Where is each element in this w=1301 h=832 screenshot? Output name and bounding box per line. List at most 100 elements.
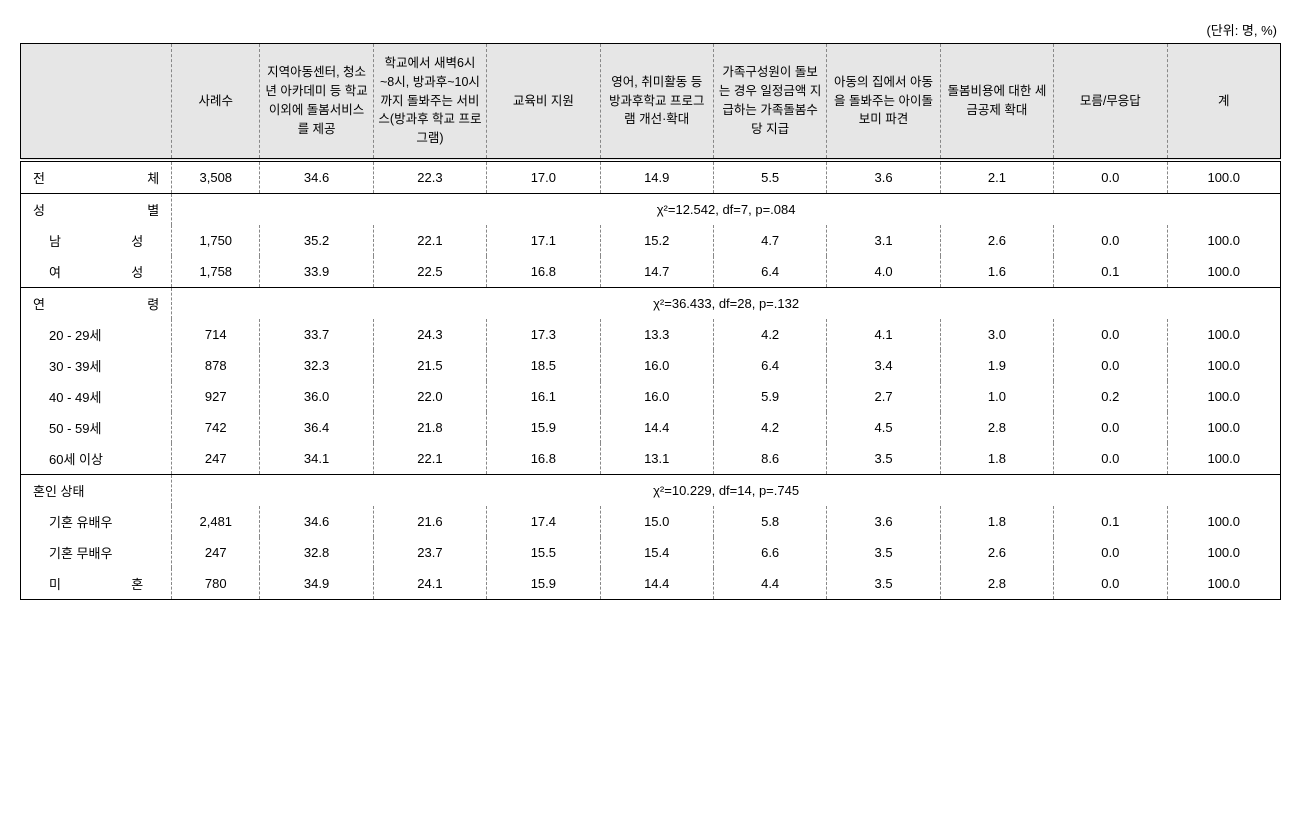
col-header-c8: 돌봄비용에 대한 세금공제 확대 <box>940 44 1053 160</box>
col-header-c6: 가족구성원이 돌보는 경우 일정금액 지급하는 가족돌봄수당 지급 <box>713 44 826 160</box>
cell: 1,758 <box>172 256 260 288</box>
cell: 24.1 <box>373 568 486 600</box>
cell: 6.6 <box>713 537 826 568</box>
col-header-c3: 학교에서 새벽6시~8시, 방과후~10시까지 돌봐주는 서비스(방과후 학교 … <box>373 44 486 160</box>
cell: 34.9 <box>260 568 373 600</box>
cell: 23.7 <box>373 537 486 568</box>
cell: 3.6 <box>827 160 940 194</box>
cell: 1.6 <box>940 256 1053 288</box>
cell: 17.1 <box>487 225 600 256</box>
table-row: 남 성 1,750 35.2 22.1 17.1 15.2 4.7 3.1 2.… <box>21 225 1281 256</box>
table-row: 전 체 3,508 34.6 22.3 17.0 14.9 5.5 3.6 2.… <box>21 160 1281 194</box>
cell: 1.9 <box>940 350 1053 381</box>
cell: 4.4 <box>713 568 826 600</box>
cell: 100.0 <box>1167 256 1281 288</box>
cell: 100.0 <box>1167 443 1281 475</box>
row-label-a50: 50 - 59세 <box>21 412 172 443</box>
col-header-cases: 사례수 <box>172 44 260 160</box>
cell: 0.0 <box>1054 225 1167 256</box>
cell: 18.5 <box>487 350 600 381</box>
cell: 878 <box>172 350 260 381</box>
cell: 4.2 <box>713 412 826 443</box>
cell: 0.0 <box>1054 350 1167 381</box>
table-row: 60세 이상 247 34.1 22.1 16.8 13.1 8.6 3.5 1… <box>21 443 1281 475</box>
cell: 33.9 <box>260 256 373 288</box>
cell: 0.0 <box>1054 443 1167 475</box>
cell: 247 <box>172 537 260 568</box>
cell: 4.5 <box>827 412 940 443</box>
cell: 742 <box>172 412 260 443</box>
cell: 4.7 <box>713 225 826 256</box>
cell: 4.0 <box>827 256 940 288</box>
cell: 34.1 <box>260 443 373 475</box>
table-row: 기혼 무배우 247 32.8 23.7 15.5 15.4 6.6 3.5 2… <box>21 537 1281 568</box>
cell: 6.4 <box>713 256 826 288</box>
cell: 16.0 <box>600 350 713 381</box>
cell: 3,508 <box>172 160 260 194</box>
cell: 2.7 <box>827 381 940 412</box>
cell: 0.1 <box>1054 506 1167 537</box>
cell: 14.7 <box>600 256 713 288</box>
cell: 33.7 <box>260 319 373 350</box>
row-label-female: 여 성 <box>21 256 172 288</box>
col-header-c7: 아동의 집에서 아동을 돌봐주는 아이돌보미 파견 <box>827 44 940 160</box>
cell: 17.4 <box>487 506 600 537</box>
table-row: 미 혼 780 34.9 24.1 15.9 14.4 4.4 3.5 2.8 … <box>21 568 1281 600</box>
col-header-c5: 영어, 취미활동 등 방과후학교 프로그램 개선·확대 <box>600 44 713 160</box>
cell: 3.1 <box>827 225 940 256</box>
cell: 2.6 <box>940 225 1053 256</box>
cell: 100.0 <box>1167 160 1281 194</box>
cell: 3.4 <box>827 350 940 381</box>
cell: 22.0 <box>373 381 486 412</box>
cell: 17.0 <box>487 160 600 194</box>
row-label-a20: 20 - 29세 <box>21 319 172 350</box>
row-label-male: 남 성 <box>21 225 172 256</box>
cell: 2.1 <box>940 160 1053 194</box>
cell: 2.8 <box>940 412 1053 443</box>
table-header-row: 사례수 지역아동센터, 청소년 아카데미 등 학교이외에 돌봄서비스를 제공 학… <box>21 44 1281 160</box>
cell: 17.3 <box>487 319 600 350</box>
cell: 4.1 <box>827 319 940 350</box>
row-label-gender: 성 별 <box>21 193 172 225</box>
cell: 15.2 <box>600 225 713 256</box>
cell: 14.4 <box>600 412 713 443</box>
cell: 4.2 <box>713 319 826 350</box>
cell: 14.9 <box>600 160 713 194</box>
stat-age: χ²=36.433, df=28, p=.132 <box>172 287 1281 319</box>
table-row: 20 - 29세 714 33.7 24.3 17.3 13.3 4.2 4.1… <box>21 319 1281 350</box>
data-table: 사례수 지역아동센터, 청소년 아카데미 등 학교이외에 돌봄서비스를 제공 학… <box>20 43 1281 600</box>
col-header-label <box>21 44 172 160</box>
cell: 6.4 <box>713 350 826 381</box>
cell: 0.1 <box>1054 256 1167 288</box>
cell: 100.0 <box>1167 381 1281 412</box>
cell: 100.0 <box>1167 568 1281 600</box>
cell: 16.8 <box>487 443 600 475</box>
cell: 34.6 <box>260 160 373 194</box>
unit-label: (단위: 명, %) <box>20 20 1281 39</box>
cell: 714 <box>172 319 260 350</box>
cell: 780 <box>172 568 260 600</box>
cell: 22.3 <box>373 160 486 194</box>
cell: 2,481 <box>172 506 260 537</box>
cell: 3.5 <box>827 443 940 475</box>
table-row: 40 - 49세 927 36.0 22.0 16.1 16.0 5.9 2.7… <box>21 381 1281 412</box>
cell: 1.8 <box>940 443 1053 475</box>
cell: 32.3 <box>260 350 373 381</box>
cell: 0.2 <box>1054 381 1167 412</box>
col-header-c10: 계 <box>1167 44 1281 160</box>
cell: 15.5 <box>487 537 600 568</box>
table-row: 기혼 유배우 2,481 34.6 21.6 17.4 15.0 5.8 3.6… <box>21 506 1281 537</box>
cell: 14.4 <box>600 568 713 600</box>
row-label-a60: 60세 이상 <box>21 443 172 475</box>
cell: 5.5 <box>713 160 826 194</box>
cell: 3.6 <box>827 506 940 537</box>
table-row: 30 - 39세 878 32.3 21.5 18.5 16.0 6.4 3.4… <box>21 350 1281 381</box>
cell: 22.5 <box>373 256 486 288</box>
row-label-total: 전 체 <box>21 160 172 194</box>
cell: 5.9 <box>713 381 826 412</box>
col-header-c4: 교육비 지원 <box>487 44 600 160</box>
cell: 0.0 <box>1054 568 1167 600</box>
table-row: 여 성 1,758 33.9 22.5 16.8 14.7 6.4 4.0 1.… <box>21 256 1281 288</box>
table-row: 성 별 χ²=12.542, df=7, p=.084 <box>21 193 1281 225</box>
cell: 15.4 <box>600 537 713 568</box>
